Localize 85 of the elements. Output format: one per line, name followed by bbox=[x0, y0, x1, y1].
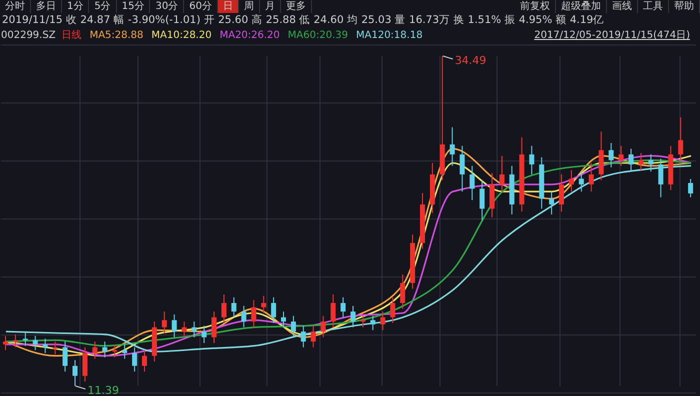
text: 日 bbox=[218, 0, 239, 13]
candlestick bbox=[241, 305, 246, 328]
text: 5分 bbox=[89, 0, 117, 13]
candlestick bbox=[608, 142, 614, 168]
candlestick bbox=[192, 321, 197, 338]
chart-title: 2019/11/15 收 24.87 幅 -3.90%(-1.01) 开 25.60 高 25.88 低 24.60 均 25.03 量 16.73万 换 1.51% 振 4.95% 额 4.19亿 bbox=[1, 13, 606, 28]
annotation: 11.39 bbox=[87, 384, 119, 396]
candlestick bbox=[212, 311, 216, 344]
candlestick bbox=[102, 341, 108, 358]
text: 日线 bbox=[62, 28, 82, 43]
candlestick bbox=[390, 296, 396, 324]
candlestick bbox=[678, 116, 684, 161]
candlestick bbox=[360, 315, 366, 328]
text: 超级叠加 bbox=[556, 0, 607, 13]
candlestick bbox=[628, 148, 634, 172]
candlestick bbox=[370, 315, 376, 331]
candlestick bbox=[142, 350, 147, 372]
candlestick bbox=[231, 296, 236, 318]
candlestick bbox=[251, 300, 256, 328]
candlestick bbox=[281, 311, 286, 328]
text: 周 bbox=[238, 0, 260, 13]
annotation: 34.49 bbox=[454, 54, 486, 67]
candlestick bbox=[290, 315, 296, 338]
text: 工具 bbox=[638, 0, 669, 13]
text: 30分 bbox=[150, 0, 184, 13]
text: MA120:18.18 bbox=[356, 29, 423, 43]
candlestick bbox=[480, 180, 485, 221]
candlestick bbox=[618, 145, 624, 166]
candlestick bbox=[320, 315, 326, 338]
text: MA5:28.88 bbox=[90, 29, 144, 43]
candlestick bbox=[330, 294, 336, 328]
candlestick bbox=[22, 332, 28, 346]
candlestick bbox=[3, 335, 8, 351]
candlestick bbox=[648, 154, 654, 172]
candlestick bbox=[340, 296, 346, 318]
text: 60分 bbox=[184, 0, 218, 13]
text: 1分 bbox=[62, 0, 90, 13]
candlestick bbox=[578, 171, 584, 192]
text: 分时 bbox=[0, 0, 31, 13]
candlestick bbox=[42, 338, 48, 354]
candlestick bbox=[638, 152, 644, 171]
candlestick bbox=[92, 341, 98, 360]
text: 15分 bbox=[116, 0, 150, 13]
candlestick bbox=[12, 334, 18, 348]
candlestick bbox=[549, 191, 554, 215]
text: MA20:26.20 bbox=[220, 29, 280, 43]
candlestick bbox=[460, 145, 465, 192]
candlestick bbox=[261, 295, 266, 314]
candlestick bbox=[658, 158, 664, 198]
candlestick bbox=[529, 145, 534, 175]
text: MA10:28.20 bbox=[151, 29, 212, 43]
text: 画线 bbox=[607, 0, 638, 13]
candlestick bbox=[350, 305, 356, 328]
candlestick bbox=[559, 174, 564, 212]
candlestick bbox=[172, 314, 177, 338]
candlestick bbox=[182, 321, 187, 338]
candlestick bbox=[82, 346, 88, 382]
candlestick bbox=[450, 126, 455, 166]
text: 更多 bbox=[280, 0, 312, 13]
candlestick bbox=[112, 344, 118, 358]
candlestick bbox=[400, 274, 406, 310]
candlestick bbox=[310, 325, 316, 348]
text: 前复权 bbox=[515, 0, 556, 13]
candlestick bbox=[62, 341, 68, 372]
candlestick bbox=[32, 335, 38, 351]
text: 多日 bbox=[31, 0, 62, 13]
chart-subtitle: 2017/12/05-2019/11/15(474日) bbox=[534, 29, 690, 43]
candlestick bbox=[221, 294, 226, 324]
candlestick bbox=[162, 311, 167, 334]
text: 月 bbox=[260, 0, 281, 13]
text: MA60:20.39 bbox=[288, 29, 348, 43]
candlestick bbox=[499, 155, 504, 192]
candlestick bbox=[688, 178, 694, 198]
candlestick bbox=[271, 296, 276, 324]
candlestick bbox=[72, 360, 78, 386]
candlestick bbox=[568, 170, 574, 192]
text: 帮助 bbox=[669, 0, 700, 13]
candlestick bbox=[132, 346, 138, 372]
candlestick bbox=[122, 344, 128, 360]
candlestick bbox=[470, 165, 475, 201]
legend-title: 002299.SZ bbox=[0, 29, 56, 43]
candlestick bbox=[300, 325, 306, 348]
candlestick bbox=[380, 311, 386, 331]
candlestick bbox=[202, 325, 207, 344]
candlestick bbox=[588, 162, 594, 192]
